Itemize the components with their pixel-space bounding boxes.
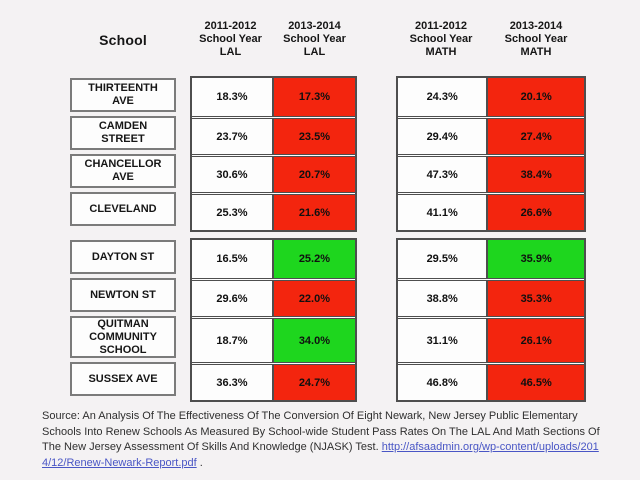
header-year: 2013-2014 (509, 20, 563, 32)
school-name-cell: DAYTON ST (70, 240, 176, 274)
header-label: School Year (283, 33, 346, 45)
lal-row: 16.5% 25.2% (192, 240, 355, 278)
lal-2011-2012-value-cell: 30.6% (216, 168, 248, 181)
lal-2013-2014-value-cell: 23.5% (271, 119, 355, 154)
school-name-cell: CAMDEN STREET (70, 116, 176, 150)
math-2013-2014-value-cell: 38.4% (486, 157, 584, 192)
math-table-group2: 29.5% 35.9% 38.8% 35.3% 31.1% 26.1% 46.8% 46.5% (396, 238, 586, 402)
school-name-cell: QUITMAN COMMUNITY SCHOOL (70, 316, 176, 358)
lal-2013-2014-value-cell: 22.0% (271, 281, 355, 316)
math-row: 41.1% 26.6% (398, 192, 584, 230)
header-year: 2013-2014 (288, 20, 341, 32)
math-table-group1: 24.3% 20.1% 29.4% 27.4% 47.3% 38.4% 41.1% 26.6% (396, 76, 586, 232)
math-row: 31.1% 26.1% (398, 316, 584, 362)
header-label: School Year (409, 33, 473, 45)
header-subject: MATH (425, 46, 457, 58)
lal-table-group2: 16.5% 25.2% 29.6% 22.0% 18.7% 34.0% 36.3% 24.7% (190, 238, 357, 402)
lal-row: 30.6% 20.7% (192, 154, 355, 192)
lal-2011-2012-value-cell: 23.7% (216, 130, 248, 143)
lal-row: 29.6% 22.0% (192, 278, 355, 316)
math-row: 38.8% 35.3% (398, 278, 584, 316)
column-header-lal-2011-2012: 2011-2012 School Year LAL (189, 20, 272, 59)
header-label: School Year (199, 33, 262, 45)
math-row: 24.3% 20.1% (398, 78, 584, 116)
math-2013-2014-value-cell: 27.4% (486, 119, 584, 154)
math-row: 46.8% 46.5% (398, 362, 584, 400)
lal-2013-2014-value-cell: 24.7% (271, 365, 355, 400)
school-column-group2: DAYTON ST NEWTON ST QUITMAN COMMUNITY SCHO… (70, 238, 176, 396)
math-row: 29.4% 27.4% (398, 116, 584, 154)
lal-2011-2012-value-cell: 16.5% (216, 253, 248, 265)
lal-row: 25.3% 21.6% (192, 192, 355, 230)
math-2011-2012-value-cell: 46.8% (426, 376, 458, 389)
header-subject: LAL (219, 46, 242, 58)
math-2013-2014-value-cell: 26.1% (486, 319, 584, 362)
column-header-math-2011-2012: 2011-2012 School Year MATH (396, 20, 486, 59)
header-label: School Year (504, 33, 568, 45)
lal-2011-2012-value-cell: 29.6% (216, 292, 248, 305)
math-2011-2012-value-cell: 29.4% (426, 130, 458, 143)
math-2011-2012-value-cell: 41.1% (426, 206, 458, 219)
math-2011-2012-value-cell: 31.1% (426, 334, 458, 347)
math-row: 29.5% 35.9% (398, 240, 584, 278)
lal-row: 23.7% 23.5% (192, 116, 355, 154)
lal-2013-2014-value-cell: 20.7% (271, 157, 355, 192)
math-2013-2014-value-cell: 35.9% (486, 240, 584, 278)
lal-2013-2014-value-cell: 21.6% (271, 195, 355, 230)
lal-table-group1: 18.3% 17.3% 23.7% 23.5% 30.6% 20.7% 25.3% 21.6% (190, 76, 357, 232)
math-2013-2014-value-cell: 20.1% (486, 78, 584, 116)
lal-row: 36.3% 24.7% (192, 362, 355, 400)
lal-2013-2014-value-cell: 34.0% (271, 319, 355, 362)
header-year: 2011-2012 (415, 20, 467, 32)
header-year: 2011-2012 (204, 20, 257, 32)
lal-2011-2012-value-cell: 18.7% (216, 334, 248, 347)
math-2011-2012-value-cell: 24.3% (426, 91, 458, 103)
school-name-cell: SUSSEX AVE (70, 362, 176, 396)
math-row: 47.3% 38.4% (398, 154, 584, 192)
lal-2011-2012-value-cell: 18.3% (216, 91, 248, 103)
school-column-group1: THIRTEENTH AVE CAMDEN STREET CHANCELLOR AV… (70, 76, 176, 226)
school-name-cell: CLEVELAND (70, 192, 176, 226)
math-2011-2012-value-cell: 38.8% (426, 292, 458, 305)
report-link[interactable]: http://afsaadmin.org/wp-content/uploads/… (42, 441, 599, 469)
math-2013-2014-value-cell: 26.6% (486, 195, 584, 230)
school-name-cell: CHANCELLOR AVE (70, 154, 176, 188)
header-subject: MATH (520, 46, 552, 58)
lal-2011-2012-value-cell: 36.3% (216, 376, 248, 389)
source-citation: Source: An Analysis Of The Effectiveness… (42, 409, 604, 471)
math-2011-2012-value-cell: 47.3% (426, 168, 458, 181)
column-header-lal-2013-2014: 2013-2014 School Year LAL (272, 20, 357, 59)
lal-row: 18.3% 17.3% (192, 78, 355, 116)
school-name-cell: NEWTON ST (70, 278, 176, 312)
math-2011-2012-value-cell: 29.5% (426, 253, 458, 265)
column-header-school: School (99, 32, 147, 48)
lal-2013-2014-value-cell: 25.2% (271, 240, 355, 278)
math-2013-2014-value-cell: 46.5% (486, 365, 584, 400)
math-2013-2014-value-cell: 35.3% (486, 281, 584, 316)
school-name-cell: THIRTEENTH AVE (70, 78, 176, 112)
header-subject: LAL (303, 46, 326, 58)
source-text-suffix: . (196, 456, 203, 469)
lal-2011-2012-value-cell: 25.3% (216, 206, 248, 219)
column-header-math-2013-2014: 2013-2014 School Year MATH (486, 20, 586, 59)
source-text: Source: An Analysis Of The Effectiveness… (42, 410, 600, 453)
lal-2013-2014-value-cell: 17.3% (271, 78, 355, 116)
lal-row: 18.7% 34.0% (192, 316, 355, 362)
